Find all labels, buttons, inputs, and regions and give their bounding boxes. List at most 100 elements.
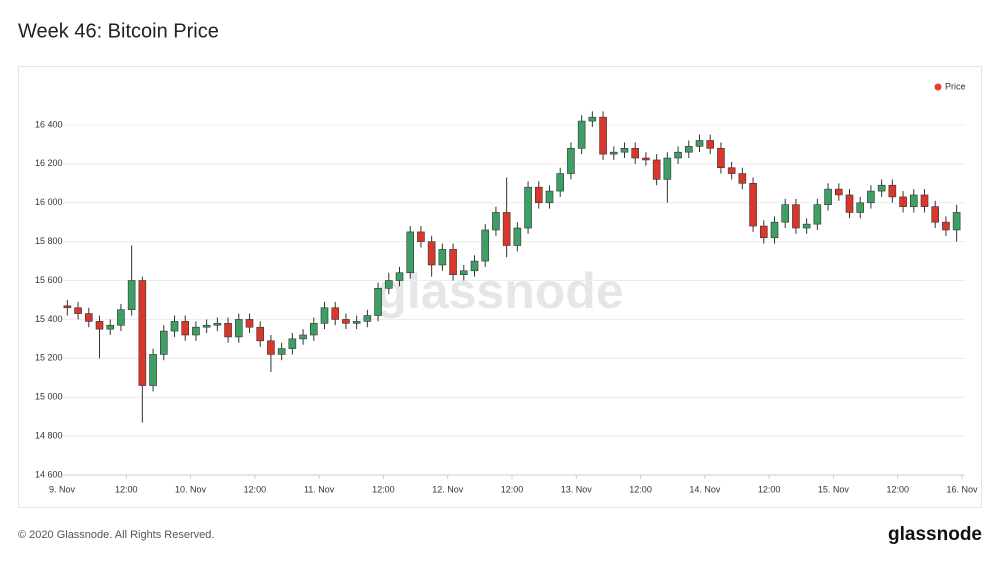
candle-body	[813, 204, 822, 225]
candle-body	[899, 196, 907, 207]
candle-body	[213, 323, 222, 326]
candle-body	[834, 188, 843, 196]
candle-body	[63, 305, 72, 309]
candle-body	[481, 229, 490, 262]
candle-body	[459, 270, 468, 275]
candle-body	[824, 188, 832, 205]
candle-body	[406, 231, 415, 274]
y-tick-label: 14 800	[35, 430, 63, 440]
candle-body	[706, 140, 715, 149]
candle-body	[224, 323, 232, 338]
candle-body	[684, 146, 693, 153]
legend-marker	[934, 83, 942, 91]
candle-body	[920, 194, 929, 207]
candle-body	[192, 326, 200, 336]
x-tick-label: 15. Nov	[818, 484, 850, 494]
candle-body	[877, 184, 886, 192]
y-tick-label: 15 800	[35, 236, 63, 246]
candle-body	[695, 140, 704, 147]
candle-body	[652, 159, 661, 180]
candle-body	[909, 194, 918, 207]
x-tick-label: 12:00	[629, 484, 652, 494]
x-tick-label: 12:00	[115, 484, 138, 494]
candle-body	[599, 116, 607, 155]
candle-body	[277, 348, 286, 355]
candle-body	[159, 330, 168, 355]
candle-body	[74, 307, 82, 314]
y-tick-label: 15 600	[35, 275, 63, 285]
y-tick-label: 14 600	[35, 469, 63, 479]
candle-body	[534, 186, 543, 204]
candle-body	[545, 190, 554, 204]
y-tick-label: 15 000	[35, 392, 63, 402]
candle-body	[802, 223, 811, 229]
candle-body	[202, 324, 211, 328]
x-tick-label: 14. Nov	[689, 484, 721, 494]
plot: 14 600 14 800 15 000 15 200 15 400 15 600 15 8…	[35, 81, 978, 494]
candle-body	[181, 321, 190, 336]
candle-body	[631, 147, 640, 159]
x-tick-label: 16. Nov	[946, 484, 978, 494]
candle-body	[556, 173, 565, 192]
candle-body	[299, 334, 307, 340]
candle-body	[674, 151, 682, 159]
candle-body	[352, 321, 361, 324]
candle-body	[781, 204, 790, 223]
candle-body	[117, 309, 125, 326]
candle-body	[942, 221, 950, 231]
candle-body	[513, 227, 522, 246]
candle-body	[256, 326, 265, 342]
candle-body	[449, 249, 457, 275]
watermark: glassnode	[376, 263, 623, 319]
candle-body	[492, 212, 500, 231]
candle-body	[363, 315, 372, 322]
x-tick-label: 12:00	[244, 484, 267, 494]
x-tick-label: 12. Nov	[432, 484, 464, 494]
candle-body	[856, 202, 865, 213]
candle-body	[267, 340, 275, 355]
candle-body	[309, 323, 318, 336]
candle-body	[95, 321, 104, 330]
candle-body	[342, 319, 350, 324]
logo: glassnode	[888, 524, 982, 545]
candle-body	[245, 319, 254, 328]
candle-body	[288, 338, 297, 349]
candle-body	[577, 120, 586, 149]
y-tick-label: 15 400	[35, 314, 63, 324]
candle-body	[395, 272, 404, 281]
chart-frame	[18, 66, 982, 508]
candle-body	[320, 307, 329, 324]
candle-body	[127, 280, 136, 310]
candle-body	[888, 184, 897, 198]
candle-body	[727, 167, 736, 174]
candle-body	[427, 241, 436, 266]
candle-body	[374, 288, 382, 316]
x-tick-label: 13. Nov	[561, 484, 593, 494]
candle-body	[331, 307, 340, 320]
x-tick-label: 10. Nov	[175, 484, 207, 494]
candle-body	[588, 116, 597, 122]
x-tick-label: 12:00	[886, 484, 909, 494]
copyright: © 2020 Glassnode. All Rights Reserved.	[18, 529, 214, 541]
y-tick-label: 16 200	[35, 158, 63, 168]
candle-body	[792, 204, 800, 229]
candle-body	[845, 194, 854, 213]
candle-body	[717, 147, 725, 169]
candle-body	[384, 280, 393, 289]
candle-body	[759, 225, 768, 239]
candle-body	[417, 231, 425, 242]
candle-body	[149, 354, 157, 386]
chart-title: Week 46: Bitcoin Price	[18, 20, 219, 42]
x-tick-label: 12:00	[758, 484, 781, 494]
x-tick-label: 11. Nov	[304, 484, 335, 494]
candle-body	[867, 190, 875, 204]
candle-body	[438, 249, 447, 266]
candle-body	[138, 280, 147, 386]
candle-body	[502, 212, 511, 246]
candle-body	[106, 324, 115, 330]
candle-body	[952, 212, 961, 231]
candle-body	[770, 221, 779, 239]
candle-body	[663, 157, 672, 180]
candle-body	[642, 157, 650, 161]
